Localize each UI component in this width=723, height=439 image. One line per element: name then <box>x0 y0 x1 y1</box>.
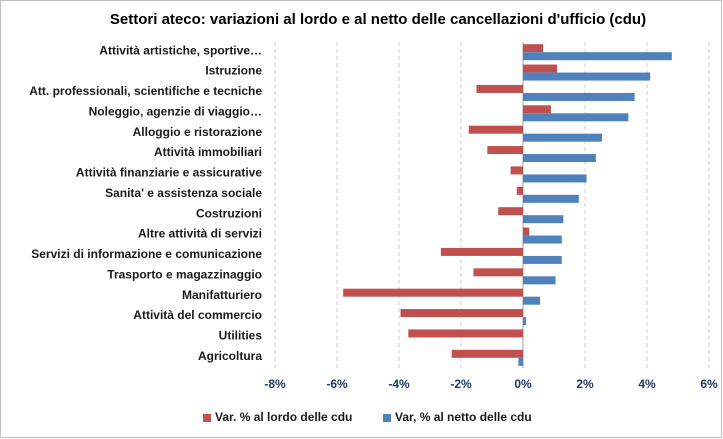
bar <box>523 317 527 326</box>
x-tick-label: 0% <box>514 377 532 391</box>
legend-swatch <box>203 414 211 422</box>
y-tick-label: Utilities <box>219 329 263 343</box>
y-tick-label: Costruzioni <box>196 206 262 220</box>
bar <box>487 146 523 155</box>
y-tick-label: Attività del commercio <box>133 308 262 322</box>
legend-label: Var, % al netto delle cdu <box>395 410 532 424</box>
y-tick-label: Attività immobiliari <box>154 145 262 159</box>
y-tick-label: Att. professionali, scientifiche e tecni… <box>29 84 262 98</box>
y-tick-label: Noleggio, agenzie di viaggio… <box>89 104 262 118</box>
y-tick-label: Sanita' e assistenza sociale <box>105 186 262 200</box>
bar <box>518 357 523 366</box>
bar <box>468 125 523 134</box>
bar <box>523 174 587 183</box>
bar <box>408 329 523 338</box>
bar <box>523 52 672 61</box>
bar <box>498 207 523 216</box>
bar <box>510 166 523 175</box>
bar <box>523 133 603 142</box>
y-tick-label: Servizi di informazione e comunicazione <box>31 247 262 261</box>
bar <box>523 113 629 122</box>
legend-label: Var. % al lordo delle cdu <box>215 410 352 424</box>
bar <box>523 276 556 285</box>
x-tick-label: -2% <box>450 377 472 391</box>
x-tick-label: 4% <box>638 377 656 391</box>
x-tick-label: 6% <box>700 377 718 391</box>
bar <box>476 84 523 93</box>
x-tick-label: -6% <box>326 377 348 391</box>
y-tick-label: Attività finanziarie e assicurative <box>76 166 262 180</box>
bar <box>343 288 523 297</box>
bar <box>451 349 523 358</box>
chart-title: Settori ateco: variazioni al lordo e al … <box>110 11 646 28</box>
y-tick-label: Agricoltura <box>198 349 262 363</box>
bar <box>523 194 579 203</box>
bar <box>523 92 635 101</box>
bar <box>523 296 541 305</box>
bar <box>523 64 558 73</box>
bar <box>523 105 551 114</box>
y-tick-label: Manifatturiero <box>182 288 262 302</box>
y-tick-label: Altre attività di servizi <box>138 227 262 241</box>
bar <box>473 268 523 277</box>
y-tick-label: Alloggio e ristorazione <box>133 125 263 139</box>
y-tick-label: Trasporto e magazzinaggio <box>107 267 262 281</box>
bar <box>516 186 523 195</box>
bar <box>523 227 530 236</box>
bar <box>400 309 523 318</box>
y-tick-label: Istruzione <box>205 64 262 78</box>
legend-swatch <box>383 414 391 422</box>
bar <box>440 247 523 256</box>
bar <box>523 44 544 53</box>
bar <box>523 72 651 81</box>
bar <box>523 154 596 163</box>
bar <box>523 215 564 224</box>
y-tick-label: Attività artistiche, sportive… <box>99 43 262 57</box>
x-tick-label: -4% <box>388 377 410 391</box>
bar <box>523 255 562 264</box>
x-tick-label: 2% <box>576 377 594 391</box>
x-tick-label: -8% <box>264 377 286 391</box>
bar <box>523 235 562 244</box>
